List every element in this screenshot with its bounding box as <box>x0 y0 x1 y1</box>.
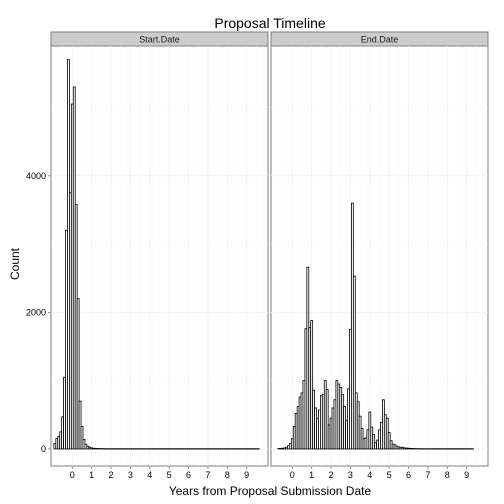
panel-start-date: Start.Date 0 1 2 3 4 5 6 7 8 9 0 2000 4000 <box>26 31 269 480</box>
histogram-bar <box>372 434 376 450</box>
x-tick-label: 1 <box>89 470 94 480</box>
x-tick-label: 4 <box>367 470 372 480</box>
x-tick-label: 8 <box>225 470 230 480</box>
facet-strip-label: End.Date <box>361 35 399 45</box>
x-tick-label: 9 <box>244 470 249 480</box>
y-axis-title: Count <box>8 247 22 280</box>
histogram-bar <box>325 389 329 450</box>
histogram-bar <box>310 320 314 450</box>
x-tick-label: 5 <box>387 470 392 480</box>
chart-title: Proposal Timeline <box>214 15 325 31</box>
x-tick-label: 0 <box>70 470 75 480</box>
x-tick-label: 2 <box>329 470 334 480</box>
x-tick-label: 7 <box>425 470 430 480</box>
x-tick-label: 3 <box>348 470 353 480</box>
x-tick-label: 6 <box>186 470 191 480</box>
x-tick-label: 1 <box>309 470 314 480</box>
x-tick-label: 7 <box>205 470 210 480</box>
x-axis-title: Years from Proposal Submission Date <box>169 484 372 498</box>
x-tick-label: 5 <box>167 470 172 480</box>
facet-strip-label: Start.Date <box>139 35 180 45</box>
histogram-bar <box>78 400 82 450</box>
y-tick-label: 2000 <box>26 307 46 317</box>
y-tick-label: 0 <box>41 444 46 454</box>
histogram-bar <box>80 425 84 450</box>
x-tick-label: 8 <box>445 470 450 480</box>
x-tick-label: 6 <box>406 470 411 480</box>
x-tick-label: 9 <box>464 470 469 480</box>
x-tick-label: 3 <box>128 470 133 480</box>
x-tick-label: 4 <box>147 470 152 480</box>
histogram-bar <box>352 275 356 450</box>
facet-panels: Start.Date 0 1 2 3 4 5 6 7 8 9 0 2000 4000 End.Date 0 1 2… <box>26 31 489 480</box>
x-tick-label: 0 <box>290 470 295 480</box>
panel-end-date: End.Date 0 1 2 3 4 5 6 7 8 9 <box>270 31 489 480</box>
x-tick-label: 2 <box>109 470 114 480</box>
y-tick-label: 4000 <box>26 171 46 181</box>
histogram-bar <box>76 298 80 450</box>
